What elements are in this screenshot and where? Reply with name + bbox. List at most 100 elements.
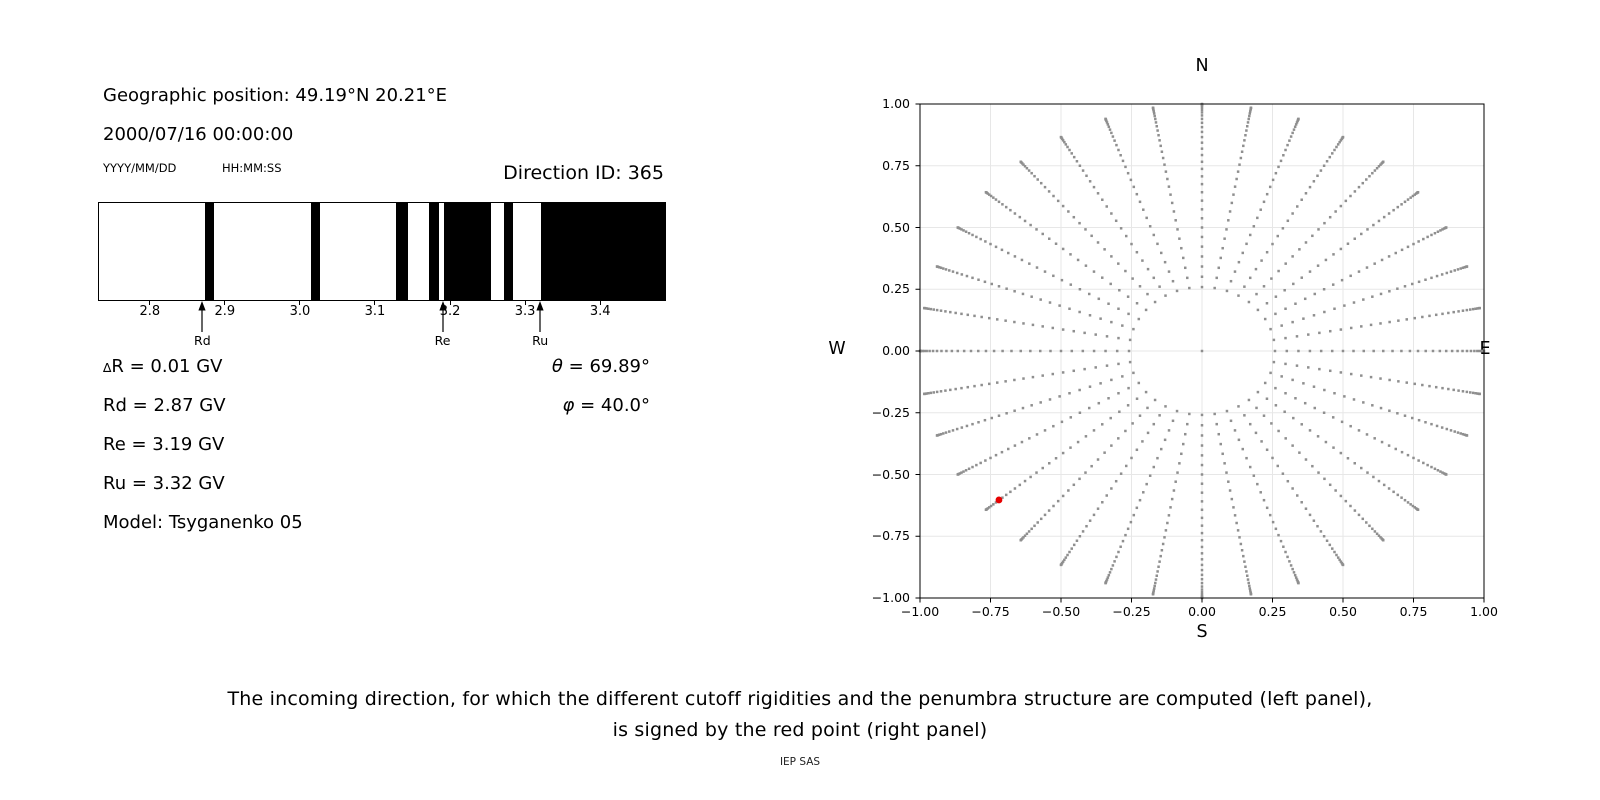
direction-dot xyxy=(1416,508,1420,512)
direction-dot xyxy=(1304,507,1308,510)
direction-dot xyxy=(1377,219,1381,223)
direction-dot xyxy=(1126,295,1130,298)
direction-dot xyxy=(984,508,988,512)
direction-dot xyxy=(1019,349,1022,353)
direction-dot xyxy=(1461,309,1465,312)
direction-dot xyxy=(1387,212,1391,215)
direction-dot xyxy=(1058,395,1061,398)
direction-dot xyxy=(1238,536,1241,539)
direction-dot xyxy=(940,349,943,353)
direction-dot xyxy=(1478,392,1481,396)
direction-dot xyxy=(1200,255,1204,258)
direction-dot xyxy=(1115,349,1119,353)
direction-dot xyxy=(1284,550,1287,554)
direction-dot xyxy=(1274,295,1278,298)
direction-dot xyxy=(1018,483,1022,487)
direction-dot xyxy=(1288,560,1291,563)
direction-dot xyxy=(956,349,960,353)
direction-dot xyxy=(1200,275,1204,278)
direction-dot xyxy=(1110,444,1113,447)
forbidden-band xyxy=(311,203,320,300)
direction-dot xyxy=(1312,519,1316,522)
direction-dot xyxy=(988,382,991,386)
direction-dot xyxy=(1105,364,1109,367)
direction-dot xyxy=(1265,192,1269,196)
direction-dot xyxy=(1129,178,1133,182)
direction-dot xyxy=(1426,463,1429,467)
direction-dot xyxy=(1081,530,1085,533)
direction-dot xyxy=(1060,420,1064,424)
direction-dot xyxy=(1322,411,1326,414)
direction-dot xyxy=(1030,404,1033,407)
y-tick-label: 0.50 xyxy=(882,219,910,235)
direction-dot xyxy=(1152,589,1156,592)
direction-dot xyxy=(1371,527,1374,531)
direction-dot xyxy=(1272,360,1276,364)
direction-dot xyxy=(1352,398,1356,401)
direction-dot xyxy=(1213,412,1216,416)
direction-dot xyxy=(1128,360,1132,364)
direction-dot xyxy=(1154,578,1158,581)
direction-dot xyxy=(1459,432,1462,435)
direction-dot xyxy=(1113,560,1116,563)
direction-dot xyxy=(1285,349,1289,353)
direction-dot xyxy=(1072,543,1076,547)
penumbra-tick-label: 3.4 xyxy=(589,303,611,319)
direction-dot xyxy=(954,387,957,391)
direction-dot xyxy=(1006,447,1010,451)
direction-dot xyxy=(1411,504,1415,508)
direction-dot xyxy=(977,278,980,282)
direction-dot xyxy=(1104,349,1107,353)
direction-dot xyxy=(1474,307,1477,311)
direction-dot xyxy=(1109,282,1112,286)
direction-dot xyxy=(1379,163,1382,166)
direction-dot xyxy=(1339,139,1343,142)
direction-dot xyxy=(1084,435,1088,438)
direction-dot xyxy=(1353,462,1357,465)
direction-dot xyxy=(1288,139,1291,142)
direction-dot xyxy=(1200,545,1204,549)
direction-dot xyxy=(1396,493,1400,497)
direction-dot xyxy=(1388,409,1391,412)
direction-dot xyxy=(956,473,960,476)
direction-dot xyxy=(1318,367,1321,371)
x-tick-label: 0.75 xyxy=(1399,604,1428,619)
direction-dot xyxy=(1161,542,1165,546)
direction-dot xyxy=(1059,349,1063,353)
direction-dot xyxy=(1159,144,1162,148)
direction-dot xyxy=(1176,471,1179,474)
direction-dot xyxy=(984,349,988,353)
direction-dot xyxy=(1110,487,1113,490)
direction-dot xyxy=(1001,496,1004,499)
direction-dot xyxy=(1411,194,1415,198)
direction-dot xyxy=(925,392,928,395)
direction-dot xyxy=(1119,472,1123,475)
direction-dot xyxy=(1005,412,1008,415)
direction-dot xyxy=(1200,473,1204,476)
direction-dot xyxy=(927,307,930,311)
ru-arrow xyxy=(533,301,547,333)
direction-dot xyxy=(1200,573,1204,577)
direction-dot xyxy=(1041,466,1044,470)
direction-dot xyxy=(1365,178,1368,181)
direction-dot xyxy=(1158,139,1161,142)
penumbra-tick-label: 3.0 xyxy=(289,303,311,319)
direction-dot xyxy=(1200,444,1204,447)
penumbra-bands xyxy=(99,203,665,300)
direction-dot xyxy=(1148,225,1152,228)
direction-dot xyxy=(1474,391,1477,395)
direction-dot xyxy=(1274,386,1277,390)
direction-dot xyxy=(1413,382,1416,386)
direction-dot xyxy=(1403,498,1407,502)
direction-dot xyxy=(1254,267,1258,271)
direction-dot xyxy=(1263,381,1267,385)
direction-dot xyxy=(1001,349,1004,353)
direction-dot xyxy=(1292,416,1295,420)
direction-dot xyxy=(1108,571,1112,574)
direction-dot xyxy=(1200,463,1204,467)
direction-dot xyxy=(1023,165,1027,168)
direction-dot xyxy=(1277,269,1280,273)
direction-dot xyxy=(1061,560,1065,563)
direction-dot xyxy=(1328,543,1332,547)
direction-dot xyxy=(1456,431,1460,434)
